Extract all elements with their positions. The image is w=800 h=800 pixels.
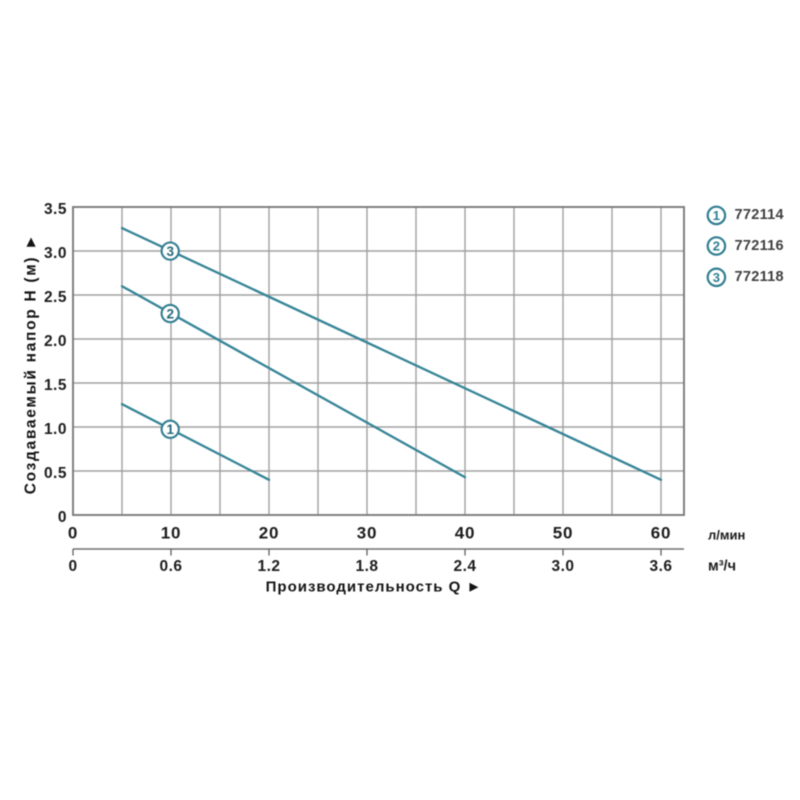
svg-text:772118: 772118 (735, 269, 784, 285)
svg-text:3.0: 3.0 (551, 558, 574, 575)
svg-text:м³/ч: м³/ч (708, 559, 736, 575)
svg-text:л/мин: л/мин (708, 528, 745, 543)
svg-text:772116: 772116 (735, 238, 784, 254)
svg-text:1.2: 1.2 (257, 558, 280, 575)
svg-text:3: 3 (713, 270, 720, 285)
svg-text:3.5: 3.5 (44, 201, 67, 218)
svg-text:0.5: 0.5 (44, 465, 67, 482)
svg-text:1: 1 (166, 422, 174, 437)
svg-text:2.4: 2.4 (453, 558, 476, 575)
svg-text:1.8: 1.8 (355, 558, 378, 575)
svg-text:Создаваемый напор Н (м) ►: Создаваемый напор Н (м) ► (23, 233, 40, 495)
svg-text:1.0: 1.0 (44, 421, 67, 438)
svg-text:30: 30 (357, 523, 378, 542)
svg-text:2.0: 2.0 (44, 333, 67, 350)
svg-text:772114: 772114 (735, 207, 784, 223)
svg-text:1: 1 (713, 208, 720, 223)
svg-text:0.6: 0.6 (159, 558, 182, 575)
svg-text:3.6: 3.6 (649, 558, 672, 575)
svg-text:10: 10 (161, 523, 182, 542)
svg-text:2.5: 2.5 (44, 289, 67, 306)
svg-text:0: 0 (68, 558, 77, 575)
svg-text:50: 50 (553, 523, 574, 542)
svg-text:0: 0 (58, 509, 67, 526)
svg-text:40: 40 (455, 523, 476, 542)
svg-text:3.0: 3.0 (44, 245, 67, 262)
svg-text:2: 2 (713, 239, 720, 254)
svg-text:60: 60 (651, 523, 672, 542)
svg-text:Производительность Q ►: Производительность Q ► (266, 579, 483, 596)
svg-text:2: 2 (166, 306, 174, 321)
svg-text:3: 3 (166, 244, 174, 259)
svg-text:1.5: 1.5 (44, 377, 67, 394)
svg-text:0: 0 (68, 523, 78, 542)
svg-text:20: 20 (259, 523, 280, 542)
